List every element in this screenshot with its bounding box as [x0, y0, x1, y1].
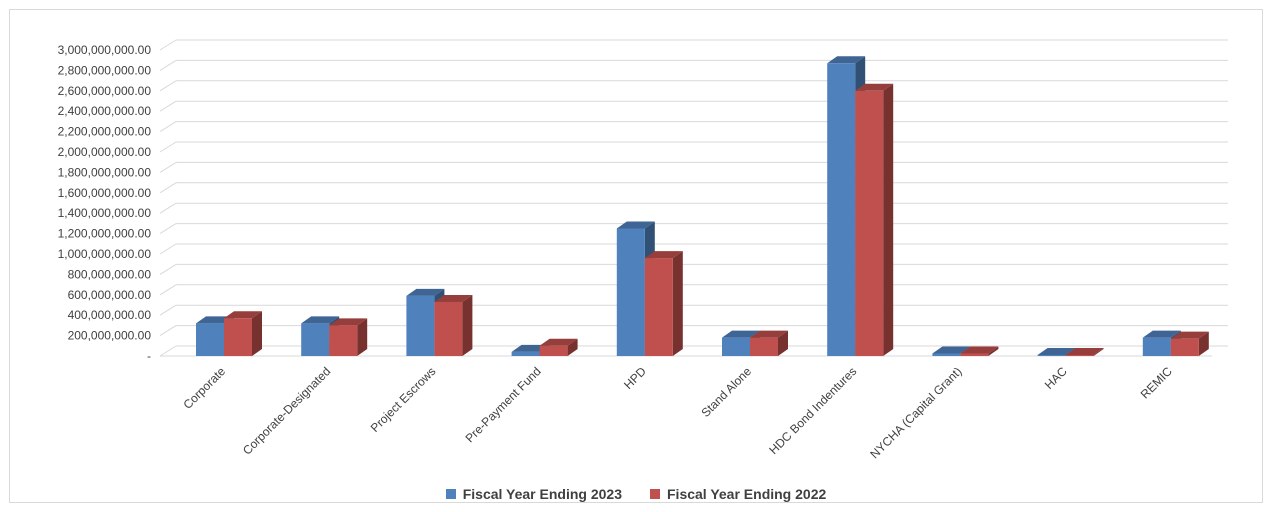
bar: [855, 90, 884, 357]
legend-swatch-2023: [445, 489, 456, 499]
gridline-depth: [159, 325, 177, 337]
y-tick-label: 2,600,000,000.00: [58, 84, 152, 98]
bar-side: [462, 294, 473, 356]
legend-swatch-2022: [650, 489, 660, 499]
legend-label-2022: Fiscal Year Ending 2022: [667, 486, 827, 502]
y-tick-label: 2,000,000,000.00: [58, 145, 152, 159]
bar-side: [988, 346, 999, 356]
x-tick-label: Project Escrows: [368, 364, 439, 435]
x-tick-label: Corporate-Designated: [240, 364, 333, 457]
bar: [1037, 354, 1066, 356]
gridline-depth: [159, 161, 177, 173]
y-tick-label: 1,800,000,000.00: [58, 165, 152, 179]
x-tick-label: NYCHA (Capital Grant): [867, 364, 964, 461]
bar-top: [301, 316, 340, 324]
bar: [539, 345, 568, 356]
y-tick-label: 1,400,000,000.00: [58, 206, 152, 220]
y-tick-label: 600,000,000.00: [68, 288, 152, 302]
bar-side: [672, 251, 683, 356]
bar-side: [357, 318, 368, 356]
bar: [329, 325, 358, 356]
bar-top: [329, 318, 368, 326]
x-tick-label: Pre-Payment Fund: [463, 364, 544, 445]
bar: [750, 337, 778, 356]
x-tick-label: REMIC: [1138, 364, 1175, 401]
gridline-depth: [159, 141, 177, 153]
bar-side: [778, 330, 788, 356]
bar-top: [616, 221, 655, 229]
bar: [644, 258, 673, 356]
y-tick-label: -: [147, 349, 151, 363]
bar: [196, 323, 224, 356]
bar-top: [434, 294, 473, 302]
bar-top: [539, 338, 578, 346]
legend-item-2023: Fiscal Year Ending 2023: [445, 486, 622, 502]
gridline-depth: [159, 304, 177, 316]
x-tick-label: Corporate: [180, 364, 228, 412]
x-tick-label: HDC Bond Indentures: [766, 364, 859, 457]
bar: [827, 63, 856, 356]
bar-top: [750, 330, 788, 338]
bar: [1065, 354, 1094, 356]
y-tick-label: 200,000,000.00: [68, 329, 152, 343]
gridline-depth: [159, 100, 177, 112]
gridline-depth: [159, 223, 177, 235]
bar: [1142, 337, 1171, 356]
bar: [960, 353, 989, 356]
bar-top: [1037, 347, 1076, 355]
bar-top: [1170, 331, 1209, 339]
bar: [511, 351, 540, 356]
bar-side: [883, 83, 894, 357]
x-tick-label: HPD: [621, 364, 649, 392]
bar-top: [406, 288, 445, 296]
bar-top: [644, 251, 683, 259]
bar-side: [1093, 347, 1104, 356]
bar-top: [855, 83, 894, 91]
gridline-depth: [159, 243, 177, 255]
gridline-depth: [159, 263, 177, 275]
gridline-depth: [159, 284, 177, 296]
bar: [406, 295, 435, 356]
bar: [301, 323, 330, 356]
bar-top: [224, 311, 262, 319]
bar: [932, 353, 961, 356]
bar-top: [1065, 347, 1104, 355]
x-tick-label: Stand Alone: [698, 364, 754, 420]
bar-side: [252, 311, 262, 356]
legend: Fiscal Year Ending 2023 Fiscal Year Endi…: [0, 486, 1272, 502]
gridline-depth: [159, 202, 177, 214]
bar-top: [960, 346, 999, 354]
legend-item-2022: Fiscal Year Ending 2022: [650, 486, 826, 502]
bar-top: [932, 346, 971, 354]
bar-top: [722, 330, 760, 338]
bar-top: [1142, 330, 1181, 338]
bar-top: [827, 56, 866, 64]
bar-side: [567, 338, 578, 356]
y-tick-label: 800,000,000.00: [68, 267, 152, 281]
gridline-depth: [159, 59, 177, 71]
y-tick-label: 1,200,000,000.00: [58, 227, 152, 241]
bar: [434, 301, 463, 356]
bar: [616, 228, 645, 356]
y-tick-label: 2,200,000,000.00: [58, 125, 152, 139]
bar: [1170, 338, 1199, 356]
x-tick-label: HAC: [1042, 364, 1070, 392]
bar: [224, 318, 252, 356]
gridline-depth: [159, 345, 177, 357]
y-tick-label: 1,000,000,000.00: [58, 247, 152, 261]
gridline-depth: [159, 39, 177, 51]
y-tick-label: 3,000,000,000.00: [58, 43, 152, 57]
bar: [722, 337, 750, 356]
bar-side: [1198, 331, 1209, 356]
y-tick-label: 2,400,000,000.00: [58, 104, 152, 118]
gridline-depth: [159, 121, 177, 133]
y-tick-label: 1,600,000,000.00: [58, 186, 152, 200]
y-tick-label: 400,000,000.00: [68, 308, 152, 322]
legend-label-2023: Fiscal Year Ending 2023: [462, 486, 622, 502]
gridline-depth: [159, 182, 177, 194]
y-tick-label: 2,800,000,000.00: [58, 63, 152, 77]
gridline-depth: [159, 80, 177, 92]
